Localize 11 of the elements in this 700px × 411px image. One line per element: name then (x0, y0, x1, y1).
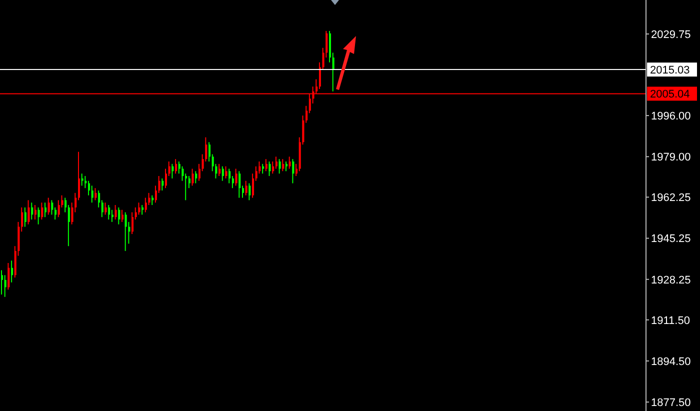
ref-line-label: 2005.04 (650, 88, 690, 101)
ref-line-label: 2015.03 (650, 64, 690, 77)
y-tick-label: 1894.50 (651, 356, 691, 368)
y-tick-label: 1996.00 (651, 110, 691, 122)
y-tick-label: 1945.25 (651, 233, 691, 246)
y-tick-label: 1877.50 (651, 396, 691, 409)
y-tick-label: 1979.00 (651, 152, 691, 164)
y-tick-label: 2029.75 (651, 28, 691, 41)
y-tick-label: 1962.25 (651, 192, 691, 204)
y-tick-label: 1911.50 (651, 314, 690, 327)
y-tick-label: 1928.25 (651, 274, 691, 286)
